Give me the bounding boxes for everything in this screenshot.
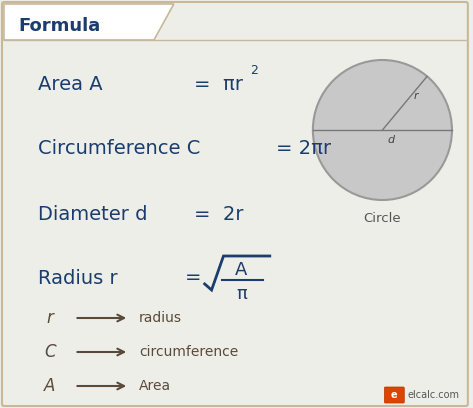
Text: Formula: Formula — [18, 17, 100, 35]
Text: elcalc.com: elcalc.com — [407, 390, 459, 400]
Text: π: π — [236, 285, 247, 303]
Text: Area: Area — [139, 379, 171, 393]
Text: = 2πr: = 2πr — [276, 138, 331, 157]
Text: Circumference C: Circumference C — [38, 138, 200, 157]
Text: Area A: Area A — [38, 75, 102, 95]
Text: =: = — [185, 268, 201, 288]
Polygon shape — [4, 4, 174, 40]
Text: C: C — [44, 343, 55, 361]
Text: Circle: Circle — [364, 211, 401, 224]
Text: d: d — [387, 135, 394, 145]
Text: r: r — [46, 309, 53, 327]
Circle shape — [313, 60, 452, 200]
Text: radius: radius — [139, 311, 182, 325]
Text: Radius r: Radius r — [38, 268, 117, 288]
Text: circumference: circumference — [139, 345, 238, 359]
FancyBboxPatch shape — [2, 2, 468, 406]
Text: Diameter d: Diameter d — [38, 206, 147, 224]
Text: 2: 2 — [250, 64, 258, 77]
Text: e: e — [391, 390, 398, 400]
FancyBboxPatch shape — [385, 387, 404, 403]
Text: =  2r: = 2r — [193, 206, 243, 224]
Text: =  πr: = πr — [193, 75, 243, 95]
Text: r: r — [413, 91, 418, 101]
Text: A: A — [235, 261, 247, 279]
Text: A: A — [44, 377, 55, 395]
